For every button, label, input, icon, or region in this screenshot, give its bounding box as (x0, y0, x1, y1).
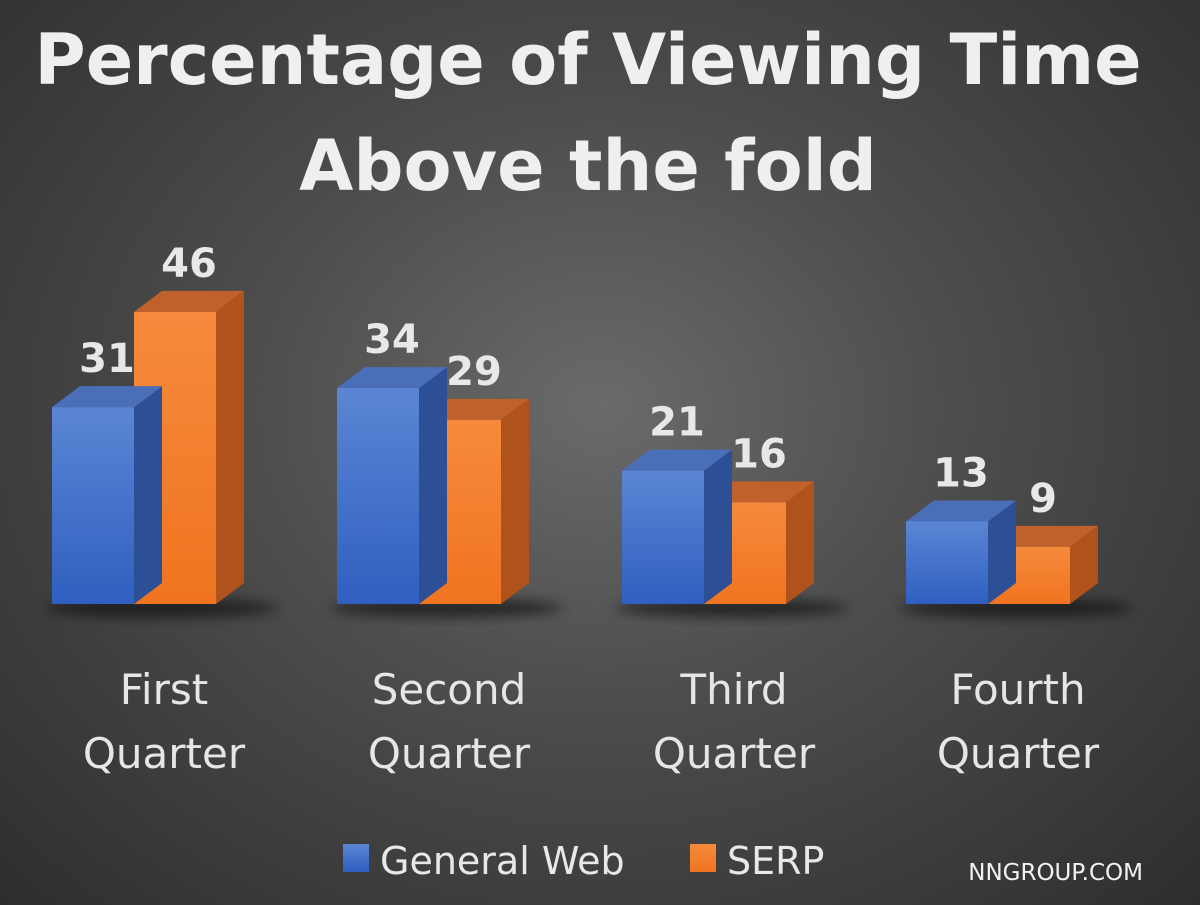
category-label-third-quarter-line-1: Third (679, 665, 787, 714)
value-label-general-web-first-quarter: 31 (79, 336, 135, 382)
category-label-third-quarter-line-2: Quarter (653, 729, 816, 778)
value-labels: 31 46 34 29 21 16 13 9 (79, 241, 1057, 522)
legend-label-serp: SERP (727, 839, 824, 883)
bar-top (906, 500, 1016, 522)
bar-front (337, 388, 419, 604)
category-label-second-quarter-line-1: Second (372, 665, 527, 714)
bar-front (906, 521, 988, 604)
bar-general-web-second-quarter (337, 367, 447, 604)
legend: General Web SERP (343, 839, 824, 883)
bar-side (786, 481, 814, 604)
bar-side (419, 367, 447, 604)
legend-swatch-serp (690, 844, 716, 872)
bar-front (52, 407, 134, 604)
value-label-general-web-third-quarter: 21 (649, 400, 705, 446)
bars (52, 290, 1098, 604)
bar-side (988, 500, 1016, 604)
bar-general-web-third-quarter (622, 449, 732, 604)
bar-general-web-fourth-quarter (906, 500, 1016, 604)
bar-top (134, 290, 244, 312)
category-label-first-quarter-line-1: First (120, 665, 208, 714)
chart-title-line-2: Above the fold (299, 125, 877, 207)
legend-swatch-general-web (343, 844, 369, 872)
bar-top (622, 449, 732, 471)
bar-side (1070, 525, 1098, 604)
bar-top (52, 386, 162, 408)
legend-label-general-web: General Web (380, 839, 625, 883)
category-label-second-quarter-line-2: Quarter (368, 729, 531, 778)
chart-title: Percentage of Viewing Time Above the fol… (34, 19, 1141, 207)
category-label-first-quarter-line-2: Quarter (83, 729, 246, 778)
bar-top (337, 367, 447, 389)
bar-general-web-first-quarter (52, 386, 162, 604)
value-label-serp-first-quarter: 46 (161, 241, 217, 287)
bar-front (622, 470, 704, 604)
bar-side (134, 386, 162, 604)
chart-title-line-1: Percentage of Viewing Time (34, 19, 1141, 101)
value-label-general-web-fourth-quarter: 13 (933, 450, 989, 496)
value-label-general-web-second-quarter: 34 (364, 317, 420, 363)
bar-side (216, 290, 244, 604)
category-label-fourth-quarter-line-1: Fourth (950, 665, 1085, 714)
value-label-serp-fourth-quarter: 9 (1029, 476, 1057, 522)
bar-side (501, 398, 529, 604)
category-labels: First Quarter Second Quarter Third Quarter Fou… (83, 665, 1100, 778)
value-label-serp-second-quarter: 29 (446, 349, 502, 395)
bar-side (704, 449, 732, 604)
watermark: NNGROUP.COM (968, 860, 1143, 886)
category-label-fourth-quarter-line-2: Quarter (937, 729, 1100, 778)
value-label-serp-third-quarter: 16 (731, 431, 787, 477)
